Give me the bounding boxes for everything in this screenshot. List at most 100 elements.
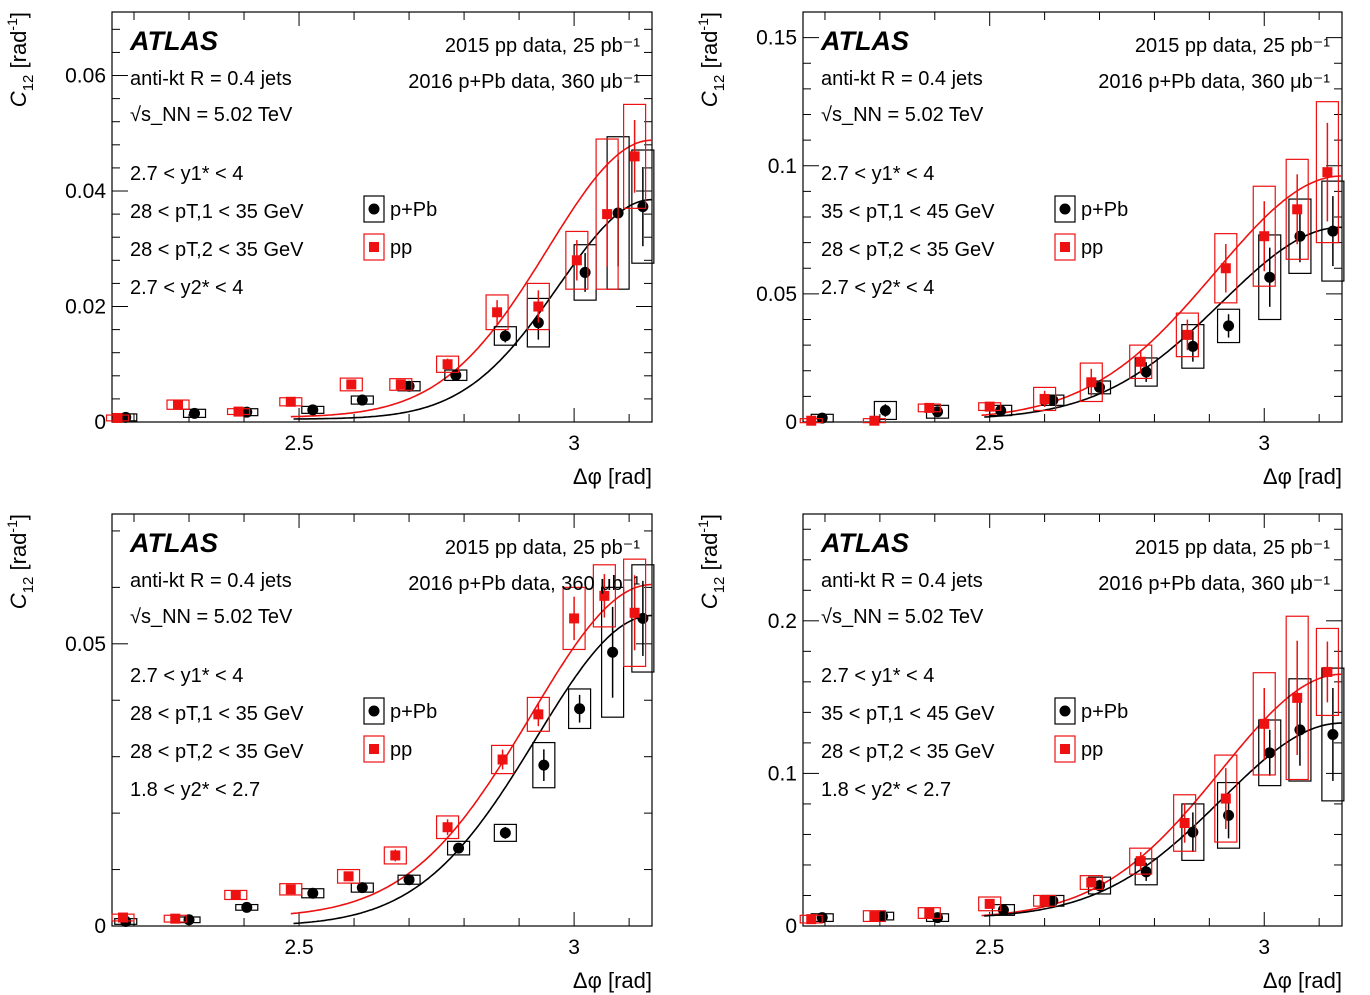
fit-curve-ppb — [293, 198, 652, 420]
legend-ppb-marker — [368, 705, 380, 717]
y-tick-label: 0 — [94, 411, 106, 434]
cut-label: 28 < pT,2 < 35 GeV — [130, 239, 304, 261]
pp-data-point — [390, 850, 401, 861]
pp-sys-box — [1252, 185, 1276, 287]
cut-label: 1.8 < y2* < 2.7 — [130, 779, 260, 801]
y-tick-label: 0.06 — [65, 65, 106, 88]
pp-sys-box — [1079, 875, 1103, 890]
ppb-data-point — [241, 901, 253, 913]
ppb-data-point — [879, 404, 891, 416]
legend-ppb-marker — [1059, 203, 1071, 215]
chart-panel-top-left: 2.5 3 0 0.02 0.04 0.06 Δφ [rad] C12 [rad-1] ATLA… — [4, 11, 655, 489]
ppb-sys-box — [1321, 667, 1345, 802]
ppb-data-point — [538, 759, 550, 771]
fit-curve-ppb — [293, 614, 652, 925]
legend: p+Pb pp — [1054, 697, 1128, 763]
cut-label: 2.7 < y1* < 4 — [821, 163, 934, 185]
pp-dataset-label: 2015 pp data, 25 pb⁻¹ — [445, 537, 640, 559]
pp-sys-box — [1175, 312, 1199, 358]
jet-algorithm-label: anti-kt R = 0.4 jets — [130, 570, 292, 592]
legend-pp-label: pp — [1081, 739, 1103, 761]
pp-data-point — [806, 914, 817, 925]
ppb-data-point — [307, 887, 319, 899]
ppb-sys-box — [1216, 308, 1241, 344]
ppb-data-point — [637, 201, 649, 213]
pp-data-point — [346, 379, 357, 390]
pp-data-point — [343, 871, 354, 882]
ppb-sys-box — [631, 564, 655, 673]
ppb-data-point — [1187, 340, 1199, 352]
pp-data-point — [1179, 818, 1190, 828]
legend-ppb-box — [363, 195, 385, 223]
ppb-data-point — [499, 330, 511, 342]
cut-label: 2.7 < y1* < 4 — [130, 665, 243, 687]
y-tick-label: 0.05 — [756, 283, 797, 306]
fit-curve-pp — [981, 673, 1342, 917]
pp-data-point — [571, 255, 582, 266]
ppb-data-point — [579, 266, 591, 278]
ppb-data-point — [403, 874, 415, 886]
energy-label: √s_NN = 5.02 TeV — [821, 104, 984, 126]
energy-label: √s_NN = 5.02 TeV — [130, 606, 293, 628]
pp-data-point — [442, 359, 453, 370]
pp-data-point — [629, 151, 640, 162]
jet-algorithm-label: anti-kt R = 0.4 jets — [130, 68, 292, 90]
legend: p+Pb pp — [363, 195, 437, 261]
ppb-data-point — [997, 904, 1009, 916]
ppb-sys-box — [532, 741, 556, 789]
legend: p+Pb pp — [1054, 195, 1128, 261]
pp-data-point — [173, 399, 184, 410]
ppb-data-point — [1264, 271, 1276, 283]
fit-curve-ppb — [984, 722, 1342, 917]
y-axis-title: C12 [rad-1] — [4, 514, 37, 609]
pp-sys-box — [592, 564, 616, 628]
pp-sys-box — [1252, 672, 1276, 776]
ppb-sys-box — [1258, 719, 1282, 787]
pp-sys-box — [1285, 615, 1309, 781]
ppb-data-point — [307, 404, 319, 416]
pp-data-point — [602, 209, 613, 220]
pp-data-point — [1086, 877, 1097, 888]
pp-sys-box — [1315, 101, 1339, 244]
ppb-data-point — [1140, 866, 1152, 878]
jet-algorithm-label: anti-kt R = 0.4 jets — [821, 570, 983, 592]
legend-pp-box — [1054, 735, 1076, 763]
plot-frame — [111, 513, 653, 927]
pp-data-point — [924, 908, 935, 919]
cut-label: 35 < pT,1 < 45 GeV — [821, 703, 995, 725]
ppb-data-point — [1327, 728, 1339, 740]
ppb-sys-box — [1288, 678, 1312, 782]
legend-pp-label: pp — [1081, 237, 1103, 259]
pp-data-point — [629, 607, 640, 618]
y-tick-label: 0.15 — [756, 27, 797, 50]
ppb-sys-box — [1258, 234, 1282, 321]
cut-label: 28 < pT,1 < 35 GeV — [130, 703, 304, 725]
pp-sys-box — [336, 868, 361, 884]
x-axis-title: Δφ [rad] — [573, 968, 652, 993]
y-tick-label: 0 — [94, 915, 106, 938]
energy-label: √s_NN = 5.02 TeV — [130, 104, 293, 126]
pp-sys-box — [526, 696, 550, 732]
ppb-data-point — [189, 407, 201, 419]
x-axis-title: Δφ [rad] — [1263, 968, 1342, 993]
y-tick-label: 0 — [785, 411, 797, 434]
legend-pp-marker — [369, 242, 379, 252]
pp-data-point — [806, 415, 817, 426]
legend-pp-marker — [1060, 242, 1070, 252]
legend-pp-marker — [369, 744, 379, 754]
x-tick-label: 3 — [568, 432, 580, 455]
legend-ppb-label: p+Pb — [1081, 701, 1128, 723]
ppb-sys-box — [631, 149, 655, 264]
ppb-sys-box — [1134, 858, 1158, 886]
pp-sys-box — [623, 103, 647, 209]
y-tick-label: 0.2 — [768, 610, 797, 633]
ppb-sys-box — [1087, 380, 1112, 395]
ppb-data-point — [1327, 225, 1339, 237]
pp-data-point — [1135, 356, 1146, 367]
pp-sys-box — [978, 896, 1002, 912]
legend-pp-box — [363, 735, 385, 763]
fit-curve-pp — [981, 175, 1342, 417]
atlas-label: ATLAS — [820, 26, 909, 56]
pp-sys-box — [279, 883, 303, 896]
pp-sys-box — [1033, 894, 1057, 907]
